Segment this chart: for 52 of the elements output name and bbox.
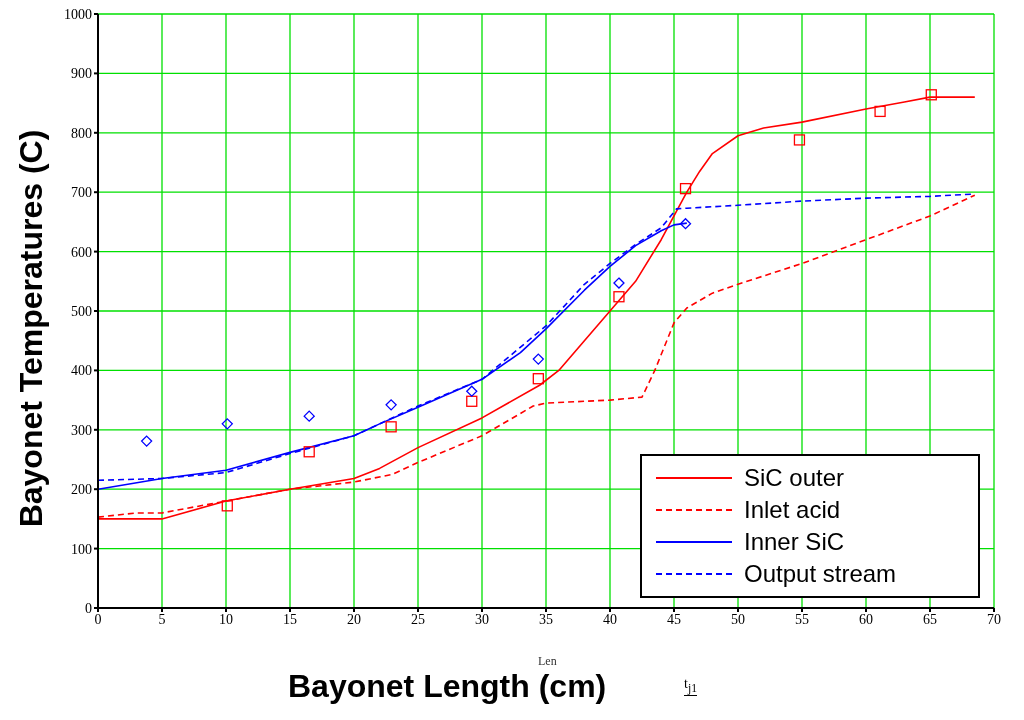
point <box>874 105 886 118</box>
x-tick-label: 0 <box>94 611 102 627</box>
point <box>679 182 692 195</box>
y-tick-label: 900 <box>71 66 92 82</box>
y-axis-title: Bayonet Temperatures (C) <box>13 129 51 527</box>
point <box>303 410 315 422</box>
y-tick-label: 400 <box>71 363 92 379</box>
x-tick-label: 30 <box>475 611 489 627</box>
y-tick-label: 1000 <box>64 6 92 22</box>
y-tick-label: 0 <box>85 600 92 616</box>
x-tick-label: 70 <box>987 611 1001 627</box>
y-tick-label: 600 <box>71 244 92 260</box>
point <box>385 421 397 433</box>
x-tick-label: 20 <box>347 611 361 627</box>
x-tick-label: 65 <box>923 611 937 627</box>
x-tick-label: 10 <box>219 611 233 627</box>
x-axis-title: Bayonet Length (cm) <box>288 668 607 705</box>
x-tick-label: 55 <box>795 611 809 627</box>
legend-label: Inlet acid <box>744 495 841 525</box>
point <box>221 500 233 512</box>
y-tick-label: 300 <box>71 422 92 438</box>
point <box>793 134 806 146</box>
point <box>140 435 153 447</box>
point <box>925 89 937 101</box>
legend-label: Inner SiC <box>744 527 845 557</box>
point <box>221 418 233 430</box>
legend-label: SiC outer <box>744 463 845 493</box>
x-tick-label: 40 <box>603 611 617 627</box>
x-tick-label: 35 <box>539 611 553 627</box>
point <box>613 291 625 303</box>
x-tick-label: 50 <box>731 611 745 627</box>
point <box>385 399 397 411</box>
text: t$_{j1}$ <box>684 676 697 695</box>
point <box>679 218 692 230</box>
point <box>466 395 478 407</box>
y-tick-label: 200 <box>71 482 92 498</box>
point <box>613 277 625 289</box>
point <box>532 373 544 385</box>
x-tick-label: 5 <box>158 611 166 627</box>
y-tick-label: 800 <box>71 125 92 141</box>
point <box>532 353 544 365</box>
x-tick-label: 25 <box>411 611 425 627</box>
text: Len <box>538 654 557 668</box>
point <box>466 385 478 397</box>
y-tick-label: 500 <box>71 303 92 319</box>
point <box>303 446 315 458</box>
x-tick-label: 60 <box>859 611 873 627</box>
x-tick-label: 45 <box>667 611 681 627</box>
y-tick-label: 700 <box>71 185 92 201</box>
x-tick-label: 15 <box>283 611 297 627</box>
y-tick-label: 100 <box>71 541 92 557</box>
legend-label: Output stream <box>744 559 897 589</box>
